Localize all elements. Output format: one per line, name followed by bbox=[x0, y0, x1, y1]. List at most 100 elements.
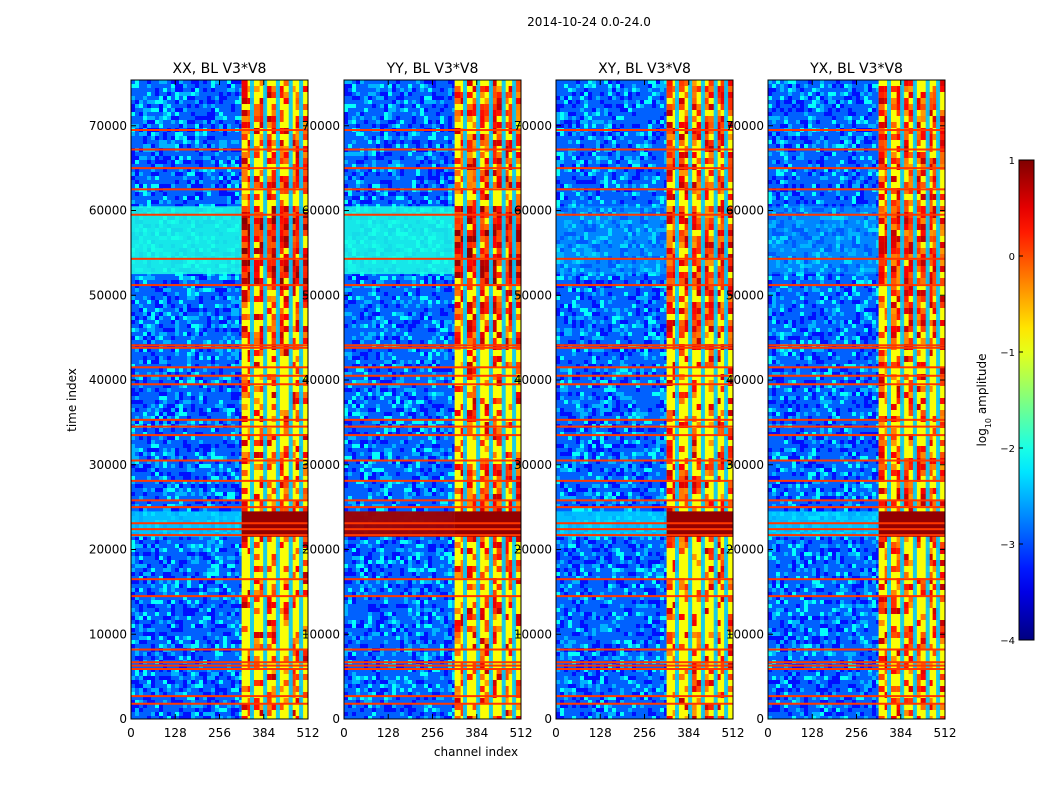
flagged-row bbox=[131, 578, 308, 581]
colorbar-tick-label: −4 bbox=[1000, 636, 1015, 647]
heatmap-area bbox=[556, 80, 733, 719]
x-tick-label: 0 bbox=[127, 726, 135, 740]
flagged-row bbox=[556, 664, 733, 667]
flagged-row bbox=[556, 459, 733, 462]
x-tick-label: 0 bbox=[764, 726, 772, 740]
flagged-row bbox=[344, 648, 521, 651]
flagged-row bbox=[556, 257, 733, 260]
x-tick-label: 384 bbox=[889, 726, 912, 740]
colorbar-tick-label: −1 bbox=[1000, 348, 1015, 359]
y-tick-label: 30000 bbox=[89, 458, 127, 472]
flagged-row bbox=[768, 459, 945, 462]
y-tick-label: 0 bbox=[332, 712, 340, 726]
flagged-row bbox=[344, 346, 521, 349]
flagged-row bbox=[131, 148, 308, 151]
flagged-row bbox=[556, 425, 733, 428]
flagged-row bbox=[131, 499, 308, 502]
flagged-row bbox=[344, 366, 521, 369]
flagged-row bbox=[556, 167, 733, 170]
y-tick-label: 0 bbox=[756, 712, 764, 726]
flagged-row bbox=[344, 664, 521, 667]
figure-suptitle: 2014-10-24 0.0-24.0 bbox=[527, 15, 651, 29]
flagged-row bbox=[344, 167, 521, 170]
x-tick-label: 0 bbox=[552, 726, 560, 740]
flagged-row bbox=[768, 506, 945, 509]
y-tick-label: 60000 bbox=[514, 204, 552, 218]
y-tick-label: 10000 bbox=[726, 627, 764, 641]
flagged-row bbox=[131, 188, 308, 191]
y-tick-label: 40000 bbox=[302, 373, 340, 387]
flagged-row bbox=[131, 534, 308, 537]
y-tick-label: 10000 bbox=[89, 627, 127, 641]
channel-stripe bbox=[900, 80, 905, 719]
flagged-row bbox=[768, 129, 945, 132]
flagged-row bbox=[556, 499, 733, 502]
flagged-row bbox=[556, 188, 733, 191]
y-tick-label: 60000 bbox=[89, 204, 127, 218]
flagged-row bbox=[768, 167, 945, 170]
y-tick-label: 60000 bbox=[302, 204, 340, 218]
colorbar-tick-label: 0 bbox=[1009, 252, 1015, 263]
flagged-row bbox=[131, 648, 308, 651]
flagged-row bbox=[556, 346, 733, 349]
panel-title: YX, BL V3*V8 bbox=[809, 61, 903, 77]
flagged-row bbox=[131, 528, 308, 531]
channel-stripe bbox=[512, 80, 517, 719]
flagged-row bbox=[131, 434, 308, 437]
flagged-row bbox=[131, 366, 308, 369]
flagged-row bbox=[768, 667, 945, 670]
flagged-row bbox=[768, 188, 945, 191]
flagged-row bbox=[344, 383, 521, 386]
flagged-row bbox=[131, 257, 308, 260]
y-tick-label: 30000 bbox=[302, 458, 340, 472]
flagged-row bbox=[131, 459, 308, 462]
panel-0: XX, BL V3*V8 0 128 256 384 512 0 10000 20000 3000… bbox=[89, 61, 320, 740]
flagged-row bbox=[344, 129, 521, 132]
flagged-row bbox=[131, 595, 308, 598]
flagged-row bbox=[344, 188, 521, 191]
x-tick-label: 256 bbox=[421, 726, 444, 740]
flagged-row bbox=[131, 522, 308, 525]
flagged-row bbox=[768, 664, 945, 667]
flagged-row bbox=[344, 148, 521, 151]
flagged-row bbox=[556, 434, 733, 437]
panel-3: YX, BL V3*V8 0 128 256 384 512 0 10000 20000 3000… bbox=[726, 61, 957, 740]
flagged-row bbox=[131, 129, 308, 132]
flagged-row bbox=[131, 479, 308, 482]
flagged-row bbox=[768, 578, 945, 581]
flagged-row bbox=[344, 522, 521, 525]
channel-stripe bbox=[886, 80, 891, 719]
y-tick-label: 50000 bbox=[302, 288, 340, 302]
flagged-row bbox=[344, 506, 521, 509]
flagged-row bbox=[556, 213, 733, 216]
flagged-row bbox=[768, 418, 945, 421]
enhanced-region bbox=[556, 206, 667, 275]
colorbar-gradient bbox=[1018, 159, 1035, 641]
flagged-row bbox=[344, 534, 521, 537]
flagged-row bbox=[344, 702, 521, 705]
y-tick-label: 30000 bbox=[726, 458, 764, 472]
flagged-row bbox=[768, 434, 945, 437]
panel-title: YY, BL V3*V8 bbox=[386, 61, 479, 77]
flagged-row bbox=[768, 366, 945, 369]
flagged-row bbox=[131, 667, 308, 670]
y-tick-label: 50000 bbox=[726, 288, 764, 302]
flagged-row bbox=[131, 374, 308, 377]
enhanced-region bbox=[344, 206, 455, 275]
heatmap-noise bbox=[556, 80, 668, 719]
channel-stripe bbox=[912, 80, 917, 719]
y-tick-label: 10000 bbox=[302, 627, 340, 641]
flagged-row bbox=[768, 534, 945, 537]
channel-stripe bbox=[462, 80, 467, 719]
flagged-row bbox=[344, 418, 521, 421]
heatmap-area bbox=[344, 80, 521, 719]
flagged-row bbox=[344, 459, 521, 462]
flagged-row bbox=[556, 479, 733, 482]
channel-stripe bbox=[501, 80, 506, 719]
panel-title: XY, BL V3*V8 bbox=[598, 61, 691, 77]
colorbar-tick-label: −3 bbox=[1000, 540, 1015, 551]
flagged-row bbox=[768, 479, 945, 482]
x-tick-label: 256 bbox=[845, 726, 868, 740]
flagged-row bbox=[768, 648, 945, 651]
